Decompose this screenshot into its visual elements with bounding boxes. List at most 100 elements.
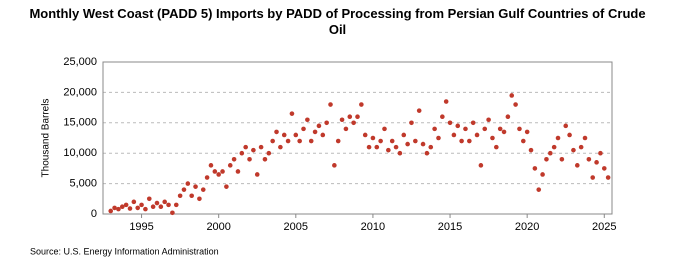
point — [297, 138, 302, 144]
point — [528, 147, 534, 153]
point — [150, 204, 156, 210]
y-tick-label: 25,000 — [63, 56, 97, 68]
point — [301, 126, 306, 132]
point — [239, 150, 245, 156]
point — [112, 205, 117, 211]
x-tick-label: 2015 — [438, 221, 462, 233]
point — [189, 193, 194, 199]
chart-title: Monthly West Coast (PADD 5) Imports by P… — [29, 6, 646, 37]
point — [440, 114, 445, 120]
x-tick-label: 2025 — [592, 221, 616, 233]
point — [143, 206, 148, 212]
point — [312, 129, 318, 135]
point — [158, 204, 164, 210]
point — [378, 138, 383, 144]
point — [177, 193, 183, 199]
point — [119, 204, 125, 210]
point — [428, 144, 434, 150]
point — [548, 150, 553, 156]
point — [524, 129, 530, 135]
point — [555, 135, 561, 141]
point — [586, 156, 592, 162]
point — [389, 138, 395, 144]
point — [320, 132, 326, 138]
point — [123, 202, 129, 208]
point — [212, 169, 218, 174]
point — [582, 135, 588, 141]
y-tick-label: 15,000 — [63, 117, 97, 129]
point — [497, 126, 503, 132]
point — [316, 123, 322, 129]
point — [359, 102, 364, 107]
point — [227, 163, 233, 168]
point — [146, 196, 152, 202]
point — [366, 144, 372, 150]
x-tick-label: 2000 — [206, 221, 230, 233]
point — [289, 111, 295, 116]
x-tick-label: 2005 — [284, 221, 308, 233]
point — [370, 135, 376, 141]
point — [432, 126, 437, 132]
point — [509, 93, 515, 98]
point — [170, 210, 175, 216]
point — [470, 120, 476, 126]
point — [224, 184, 229, 189]
x-tick-label: 2020 — [515, 221, 539, 233]
y-tick-label: 5,000 — [69, 178, 97, 190]
point — [393, 144, 399, 150]
point — [571, 147, 576, 153]
point — [536, 187, 542, 192]
y-tick-label: 20,000 — [63, 86, 97, 98]
point — [347, 114, 353, 120]
point — [447, 120, 453, 126]
point — [332, 163, 337, 168]
point — [532, 166, 538, 171]
y-axis-label: Thousand Barrels — [41, 99, 52, 178]
point — [443, 99, 449, 104]
point — [594, 160, 599, 165]
point — [281, 132, 287, 138]
point — [116, 206, 121, 212]
point — [173, 202, 179, 208]
point — [563, 123, 569, 129]
point — [335, 138, 341, 144]
y-tick-label: 10,000 — [63, 147, 97, 159]
point — [467, 138, 472, 144]
point — [235, 169, 241, 174]
point — [162, 199, 167, 205]
point — [521, 138, 526, 144]
point — [362, 132, 368, 138]
point — [513, 102, 518, 107]
point — [251, 147, 256, 153]
point — [413, 138, 418, 144]
point — [605, 175, 611, 180]
point — [478, 163, 484, 168]
y-tick-label: 0 — [91, 208, 97, 220]
plot-frame — [102, 61, 613, 215]
point — [185, 181, 191, 186]
point — [386, 147, 391, 153]
point — [293, 132, 299, 138]
point — [574, 163, 580, 168]
point — [216, 172, 221, 177]
point — [420, 141, 426, 147]
point — [544, 156, 549, 162]
point — [416, 108, 422, 113]
point — [517, 126, 522, 132]
point — [243, 144, 248, 150]
point — [494, 144, 499, 150]
point — [208, 163, 214, 168]
point — [247, 156, 252, 162]
point — [486, 117, 491, 123]
point — [108, 208, 114, 214]
point — [451, 132, 457, 138]
point — [181, 187, 187, 192]
point — [339, 117, 345, 123]
point — [590, 175, 596, 180]
point — [374, 144, 380, 150]
point — [166, 202, 171, 208]
point — [193, 184, 198, 189]
point — [285, 138, 291, 144]
